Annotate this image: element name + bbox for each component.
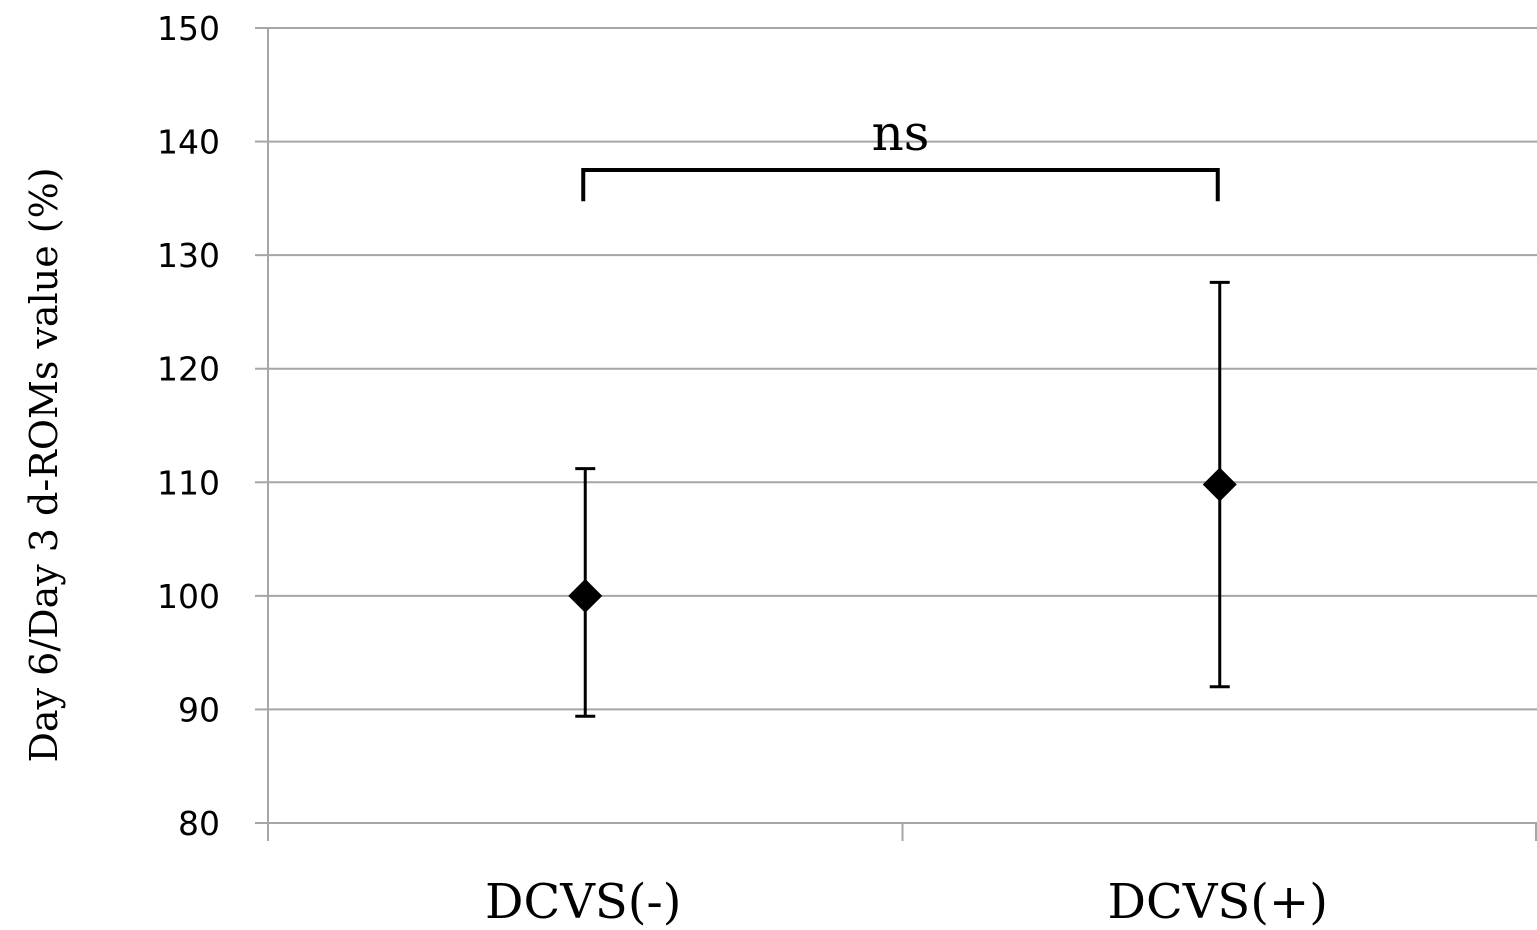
y-tick-labels: 80 90 100 110 120 130 140 150 — [157, 9, 220, 843]
significance-label-0: ns — [872, 104, 930, 162]
y-axis-title: Day 6/Day 3 d-ROMs value (%) — [22, 167, 66, 762]
data-point-0 — [568, 578, 603, 613]
y-tick-label-130: 130 — [157, 236, 220, 275]
data-point-1 — [1202, 467, 1237, 502]
significance-bracket-0 — [581, 167, 1220, 202]
x-category-labels: DCVS(-) DCVS(+) — [485, 874, 1328, 930]
x-category-label-1: DCVS(+) — [1108, 874, 1328, 930]
error-bars — [575, 280, 1230, 718]
data-points — [568, 467, 1237, 613]
y-tick-label-110: 110 — [157, 463, 220, 502]
y-tick-label-140: 140 — [157, 123, 220, 162]
axis-layer — [255, 27, 1537, 841]
y-tick-label-80: 80 — [178, 804, 220, 843]
annotations: ns — [581, 104, 1220, 202]
y-tick-label-100: 100 — [157, 577, 220, 616]
x-category-label-0: DCVS(-) — [485, 874, 681, 930]
y-tick-label-150: 150 — [157, 9, 220, 48]
y-tick-label-120: 120 — [157, 350, 220, 389]
y-tick-label-90: 90 — [178, 690, 220, 729]
grid-layer — [268, 27, 1537, 711]
